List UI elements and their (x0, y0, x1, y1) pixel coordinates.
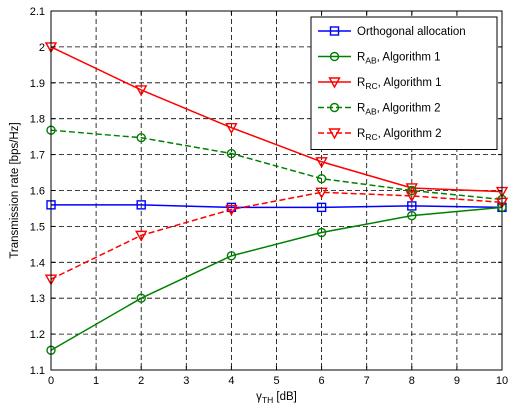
series-line (51, 204, 503, 209)
legend-entry: RRC, Algorithm 1 (318, 77, 442, 91)
legend-label: RRC, Algorithm 1 (357, 77, 442, 91)
x-tick-label: 5 (273, 375, 279, 387)
x-axis-label: γTH [dB] (256, 391, 297, 405)
x-tick-label: 9 (454, 375, 460, 387)
x-tick-label: 3 (183, 375, 189, 387)
data-point (225, 122, 238, 135)
data-point (405, 183, 418, 195)
legend-marker (329, 51, 340, 62)
series-line (50, 206, 503, 351)
legend-label-sub: AB (365, 56, 377, 66)
legend-label-rest: , Algorithm 2 (377, 103, 441, 115)
y-tick-label: 2 (39, 42, 45, 54)
series-line (50, 191, 503, 280)
legend-label: RAB, Algorithm 2 (357, 103, 441, 117)
legend-label-rest: , Algorithm 2 (378, 128, 442, 140)
legend-label-sub: AB (365, 107, 377, 117)
x-tick-labels: 0 1 2 3 4 5 6 7 8 9 10 (48, 375, 508, 387)
y-tick-label: 1.8 (30, 114, 45, 126)
y-tick-label: 1.3 (30, 293, 45, 305)
legend-entry: Orthogonal allocation (318, 26, 466, 38)
y-tick-label: 1.6 (30, 186, 45, 198)
legend-label-sub: RC (365, 132, 377, 142)
x-tick-label: 0 (48, 375, 54, 387)
x-tick-label: 6 (319, 375, 325, 387)
y-tick-label: 1.5 (30, 221, 45, 233)
ticks (50, 10, 503, 371)
legend-marker (329, 102, 340, 113)
x-tick-label: 10 (496, 375, 508, 387)
data-point (315, 187, 328, 199)
series-line (50, 46, 503, 193)
x-tick-label: 8 (409, 375, 415, 387)
x-axis-label-sub: TH (262, 395, 273, 405)
legend-label-main: Orthogonal allocation (357, 26, 466, 38)
x-tick-label: 4 (228, 375, 234, 387)
legend-marker (328, 128, 341, 140)
data-point (226, 251, 237, 261)
x-tick-label: 2 (138, 375, 144, 387)
data-point (316, 227, 327, 238)
data-point (135, 85, 148, 97)
legend-entry: RAB, Algorithm 1 (318, 52, 441, 66)
legend-label-rest: , Algorithm 1 (377, 52, 441, 64)
data-point (226, 148, 237, 159)
series-5 (44, 187, 509, 286)
x-axis-label-main: γ (256, 391, 262, 403)
series-group (44, 42, 509, 355)
legend-entry: RAB, Algorithm 2 (318, 103, 441, 117)
data-point (407, 210, 417, 221)
legend-label-main: R (357, 103, 365, 115)
legend-label-main: R (357, 77, 365, 89)
legend-marker (329, 26, 340, 36)
legend-marker (328, 77, 341, 89)
data-point (316, 202, 327, 213)
legend-label: RAB, Algorithm 1 (357, 52, 441, 66)
y-tick-label: 2.1 (30, 6, 45, 18)
y-tick-label: 1.4 (30, 257, 45, 269)
y-axis-label: Transmission rate [bps/Hz] (9, 122, 21, 258)
x-tick-label: 1 (93, 375, 99, 387)
data-point (136, 293, 146, 303)
y-tick-label: 1.7 (30, 150, 45, 162)
x-tick-label: 7 (364, 375, 370, 387)
data-point (136, 133, 146, 143)
series-3 (44, 42, 509, 199)
legend-label: Orthogonal allocation (357, 26, 466, 38)
y-tick-label: 1.1 (30, 365, 45, 377)
y-tick-labels: 1.1 1.2 1.3 1.4 1.5 1.6 1.7 1.8 1.9 2 2.1 (30, 6, 45, 377)
data-point (407, 185, 417, 196)
legend-label-rest: , Algorithm 1 (378, 77, 442, 89)
data-point (136, 200, 146, 210)
data-point (315, 157, 328, 169)
data-point (225, 204, 238, 216)
y-tick-label: 1.9 (30, 78, 45, 90)
data-point (135, 230, 148, 242)
series-line (50, 129, 503, 201)
legend-label-main: R (357, 52, 365, 64)
data-point (405, 191, 418, 203)
legend-label: RRC, Algorithm 2 (357, 128, 442, 142)
x-axis-label-unit: [dB] (273, 391, 297, 403)
data-point (316, 173, 327, 184)
legend-label-main: R (357, 128, 365, 140)
legend-label-sub: RC (365, 81, 377, 91)
legend-box (310, 16, 498, 150)
legend-entry: RRC, Algorithm 2 (318, 128, 442, 142)
y-tick-label: 1.2 (30, 329, 45, 341)
